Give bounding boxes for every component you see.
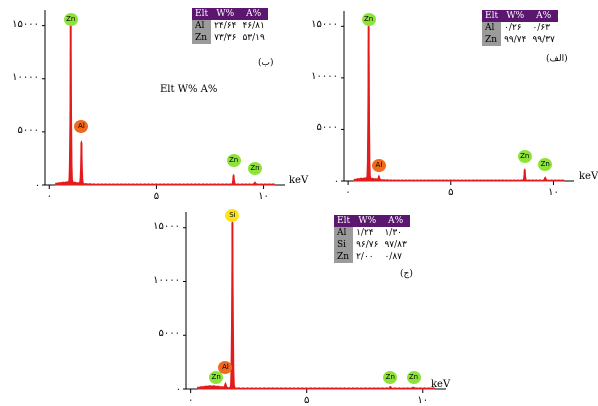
x-tick-label: ۰ <box>46 191 52 202</box>
table-header-cell: W% <box>358 216 377 226</box>
chart-panel-b: . ۵۰۰۰ ۱۰۰۰۰ ۱۵۰۰۰ ۰ ۵ ۱۰ Zn Al Zn Zn keV Elt W% A% Al ۲… <box>0 0 308 205</box>
composition-table: Elt W% A% Al ۰/۲۶ ۰/۶۳ Zn ۹۹/۷۴ ۹۹/۳۷ <box>482 10 558 46</box>
peak-label: Al <box>371 158 386 172</box>
peak-label: Zn <box>383 370 398 384</box>
table-header-cell: W% <box>216 9 235 19</box>
x-tick-label: ۰ <box>187 395 194 406</box>
y-tick-label: ۱۵۰۰۰ <box>12 18 39 30</box>
panel-label: (ج) <box>400 269 413 279</box>
x-axis-unit: keV <box>579 171 598 182</box>
table-cell: ۴۶/۸۱ <box>239 20 268 32</box>
y-tick-label: ۱۰۰۰۰ <box>311 70 338 82</box>
y-tick-label: ۱۰۰۰۰ <box>12 71 39 83</box>
x-axis-unit: keV <box>289 175 309 186</box>
table-header-cell: A% <box>388 216 404 226</box>
x-tick-label: ۵ <box>304 395 310 406</box>
x-tick-label: ۵ <box>153 191 160 202</box>
spectrum-series <box>353 23 565 182</box>
table-cell: ۰/۸۷ <box>381 251 410 263</box>
x-tick-label: ۵ <box>448 187 454 198</box>
peak-label: Zn <box>538 157 553 171</box>
table-cell: ۲/۰۰ <box>353 251 382 263</box>
table-row: Al ۲۴/۶۴ ۴۶/۸۱ <box>192 20 268 32</box>
table-row: Zn ۷۳/۳۶ ۵۳/۱۹ <box>192 32 268 44</box>
table-row: Al ۱/۲۴ ۱/۳۰ <box>334 227 410 239</box>
x-tick-label: ۱۰ <box>548 187 559 198</box>
y-tick-label: ۵۰۰۰ <box>17 124 39 136</box>
table-cell: ۰/۲۶ <box>501 22 530 34</box>
table-header-cell: Elt <box>195 9 209 19</box>
peak-label: Zn <box>63 12 78 26</box>
table-cell: ۷۳/۳۶ <box>211 32 240 44</box>
chart-annotation: Elt W% A% <box>160 84 218 95</box>
table-cell: ۹۹/۳۷ <box>529 34 558 46</box>
table-cell: ۹۶/۷۶ <box>353 239 382 251</box>
chart-panel-a: . ۵۰۰۰ ۱۰۰۰۰ ۱۵۰۰۰ ۰ ۵ ۱۰ Zn Al Zn Zn keV Elt W% A% Al ۰… <box>300 0 598 205</box>
table-cell: ۱/۳۰ <box>381 227 410 239</box>
peak-label: Si <box>225 209 240 223</box>
table-header-cell: W% <box>506 11 525 21</box>
table-row: Si ۹۶/۷۶ ۹۷/۸۳ <box>334 239 410 251</box>
peak-label: Zn <box>248 162 262 176</box>
table-header-cell: Elt <box>485 11 499 21</box>
table-cell: ۹۹/۷۴ <box>501 34 530 46</box>
chart-panel-c: . ۵۰۰۰ ۱۰۰۰۰ ۱۵۰۰۰ ۰ ۵ ۱۰ Si Al Zn Zn Zn keV Elt W% A% A… <box>140 205 460 406</box>
table-cell: Al <box>192 20 212 32</box>
spectrum-series <box>197 221 435 390</box>
table-cell: ۰/۶۳ <box>529 22 558 34</box>
table-header-cell: A% <box>246 9 262 19</box>
y-tick-label: . <box>334 174 338 185</box>
table-cell: ۵۳/۱۹ <box>239 32 268 44</box>
spectrum-plot-c <box>183 212 446 393</box>
x-tick-label: ۰ <box>345 187 351 198</box>
peak-label: Zn <box>361 13 376 27</box>
panel-label: (الف) <box>546 54 568 64</box>
table-cell: Al <box>482 22 502 34</box>
table-cell: ۱/۲۴ <box>353 227 382 239</box>
y-tick-label: ۱۰۰۰۰ <box>153 274 180 286</box>
peak-label: Zn <box>517 150 532 164</box>
table-cell: ۹۷/۸۳ <box>381 239 410 251</box>
composition-table: Elt W% A% Al ۱/۲۴ ۱/۳۰ Si ۹۶/۷۶ ۹۷/۸۳ Zn ۲/۰۰ ۰/۸۷ <box>334 215 410 263</box>
table-row: Al ۰/۲۶ ۰/۶۳ <box>482 22 558 34</box>
peak-label: Zn <box>209 370 224 384</box>
table-header-cell: A% <box>536 11 552 21</box>
table-cell: Al <box>334 227 354 239</box>
spectrum-plot-a <box>341 11 574 185</box>
y-tick-label: ۱۵۰۰۰ <box>153 220 180 232</box>
spectrum-plot-b <box>42 10 285 189</box>
y-tick-label: . <box>176 382 180 393</box>
panel-label: (ب) <box>258 58 274 68</box>
x-tick-label: ۱۰ <box>417 395 429 406</box>
y-tick-label: ۵۰۰۰ <box>316 122 338 134</box>
table-row: Zn ۲/۰۰ ۰/۸۷ <box>334 251 410 263</box>
composition-table: Elt W% A% Al ۲۴/۶۴ ۴۶/۸۱ Zn ۷۳/۳۶ ۵۳/۱۹ <box>192 8 268 44</box>
table-cell: Zn <box>482 34 502 46</box>
y-tick-label: ۵۰۰۰ <box>158 328 180 340</box>
x-tick-label: ۱۰ <box>258 191 269 202</box>
peak-label: Al <box>218 360 233 374</box>
peak-label: Zn <box>406 370 421 384</box>
table-cell: ۲۴/۶۴ <box>211 20 240 32</box>
table-cell: Zn <box>192 32 212 44</box>
table-cell: Zn <box>334 251 354 263</box>
table-row: Zn ۹۹/۷۴ ۹۹/۳۷ <box>482 34 558 46</box>
x-axis-unit: keV <box>431 379 451 390</box>
peak-label: Al <box>74 119 89 133</box>
y-tick-label: . <box>35 178 39 189</box>
table-cell: Si <box>334 239 354 251</box>
table-header-cell: Elt <box>337 216 351 226</box>
spectrum-series <box>55 22 275 186</box>
y-tick-label: ۱۵۰۰۰ <box>311 19 338 31</box>
peak-label: Zn <box>226 153 241 167</box>
